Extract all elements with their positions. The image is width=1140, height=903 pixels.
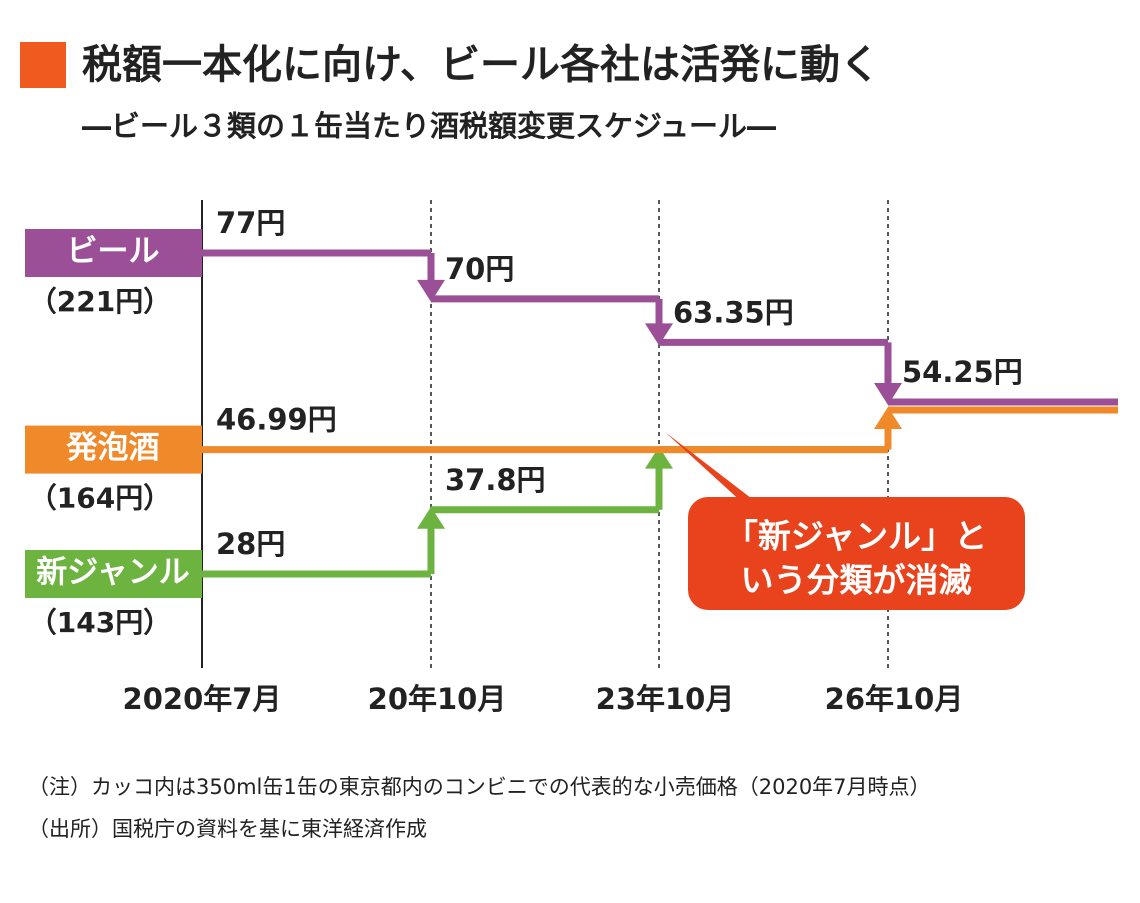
legend-price: （221円） [29, 285, 171, 318]
value-label: 28円 [216, 527, 285, 561]
callout-box [688, 497, 1025, 610]
chart-title: 税額一本化に向け、ビール各社は活発に動く [82, 42, 880, 88]
value-label: 37.8円 [445, 463, 546, 497]
legend-label: 新ジャンル [36, 555, 189, 591]
note: （出所）国税庁の資料を基に東洋経済作成 [28, 817, 427, 841]
legend-price: （164円） [29, 482, 171, 515]
legend-label: ビール [67, 234, 160, 270]
value-label: 54.25円 [902, 355, 1023, 389]
legend-box [25, 550, 202, 598]
legend-label: 発泡酒 [66, 430, 160, 466]
x-tick-label: 20年10月 [368, 682, 507, 716]
value-label: 46.99円 [216, 403, 337, 437]
legend-box [25, 425, 202, 474]
x-tick-label: 26年10月 [825, 682, 964, 716]
step-arrow [645, 323, 673, 346]
callout: 「新ジャンル」と いう分類が消滅 [665, 432, 1025, 610]
step-arrow [417, 279, 445, 302]
chart-subtitle: ―ビール３類の１缶当たり酒税額変更スケジュール― [82, 109, 776, 143]
callout-text: 「新ジャンル」と [725, 517, 987, 556]
callout-pointer [665, 432, 760, 505]
step-arrow [417, 506, 445, 529]
step-arrow [645, 446, 673, 469]
value-label: 63.35円 [673, 295, 794, 329]
legend-box [25, 229, 202, 277]
step-arrow [874, 407, 902, 430]
callout-text: いう分類が消滅 [741, 561, 972, 600]
value-label: 77円 [216, 206, 285, 240]
x-tick-label: 23年10月 [596, 682, 735, 716]
step-arrow [874, 383, 902, 406]
value-label: 70円 [445, 252, 514, 286]
legend-price: （143円） [29, 606, 171, 639]
x-tick-label: 2020年7月 [123, 682, 282, 716]
note: （注）カッコ内は350ml缶1缶の東京都内のコンビニでの代表的な小売価格（202… [28, 775, 931, 799]
title-marker [20, 42, 66, 88]
